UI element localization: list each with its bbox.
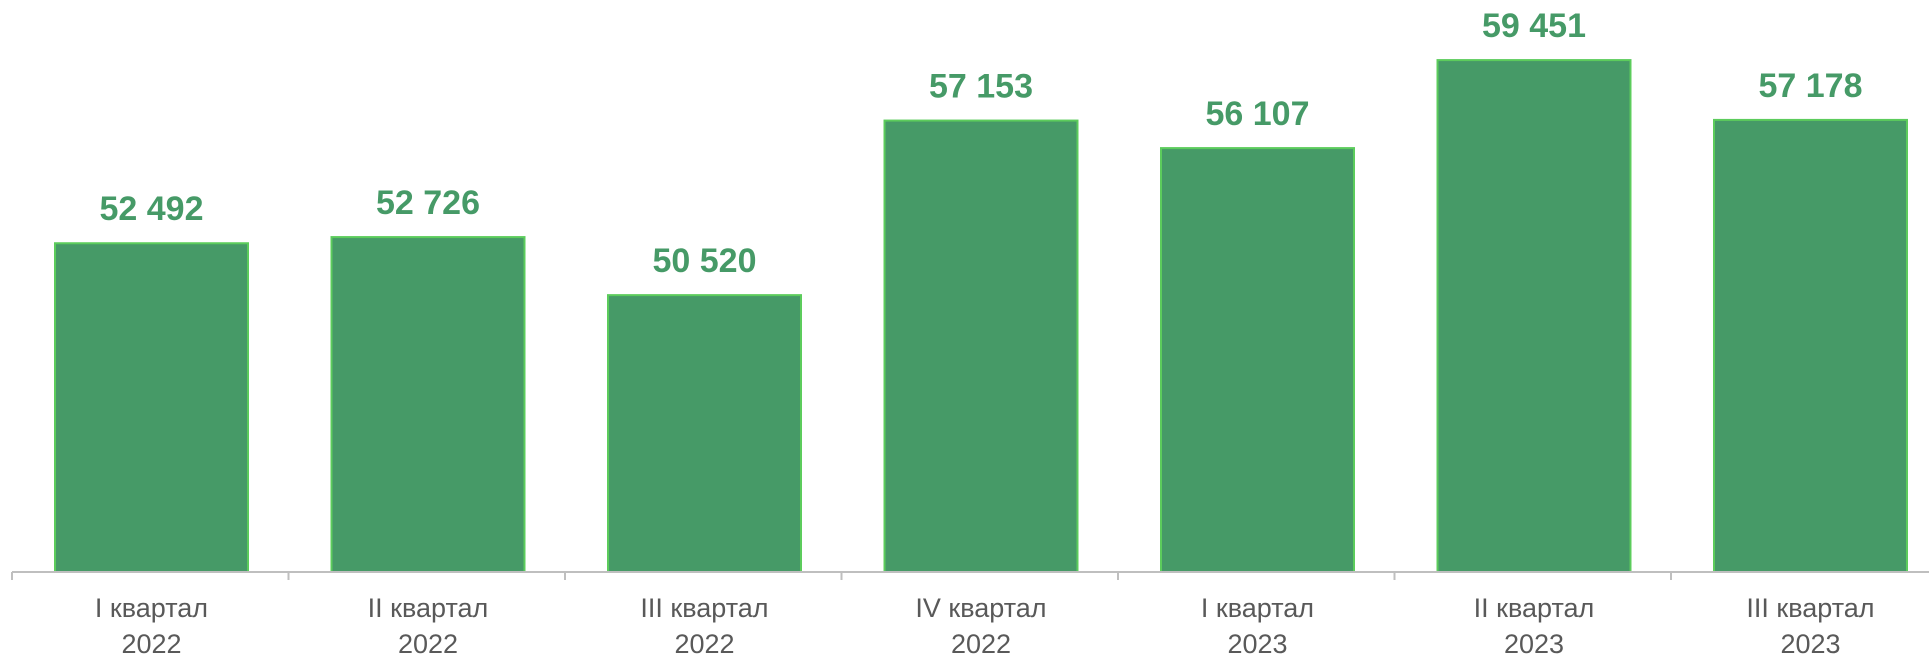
value-label: 56 107 [1206, 95, 1310, 133]
value-label: 57 178 [1759, 67, 1863, 105]
x-tick-label: 2023 [1227, 629, 1287, 659]
x-tick-label: 2022 [121, 629, 181, 659]
bar [54, 242, 249, 573]
x-tick-label: II квартал [1474, 593, 1595, 623]
value-label: 50 520 [653, 242, 757, 280]
x-tick-label: I квартал [1201, 593, 1314, 623]
x-tick-label: 2022 [674, 629, 734, 659]
x-tick-label: 2022 [951, 629, 1011, 659]
bar [883, 119, 1079, 573]
x-tick-label: II квартал [368, 593, 489, 623]
bar [1160, 147, 1355, 573]
x-tick-label: 2022 [398, 629, 458, 659]
value-label: 57 153 [929, 68, 1033, 106]
bar [607, 294, 802, 573]
bar [1713, 118, 1908, 573]
x-tick-label: III квартал [640, 593, 768, 623]
x-tick-label: IV квартал [915, 593, 1046, 623]
value-label: 52 726 [376, 184, 480, 222]
bar [330, 236, 526, 573]
bar [1436, 59, 1632, 573]
x-tick-label: I квартал [95, 593, 208, 623]
x-tick-label: 2023 [1780, 629, 1840, 659]
x-tick-label: III квартал [1746, 593, 1874, 623]
x-tick-label: 2023 [1504, 629, 1564, 659]
value-label: 59 451 [1482, 7, 1586, 45]
value-label: 52 492 [100, 190, 204, 228]
